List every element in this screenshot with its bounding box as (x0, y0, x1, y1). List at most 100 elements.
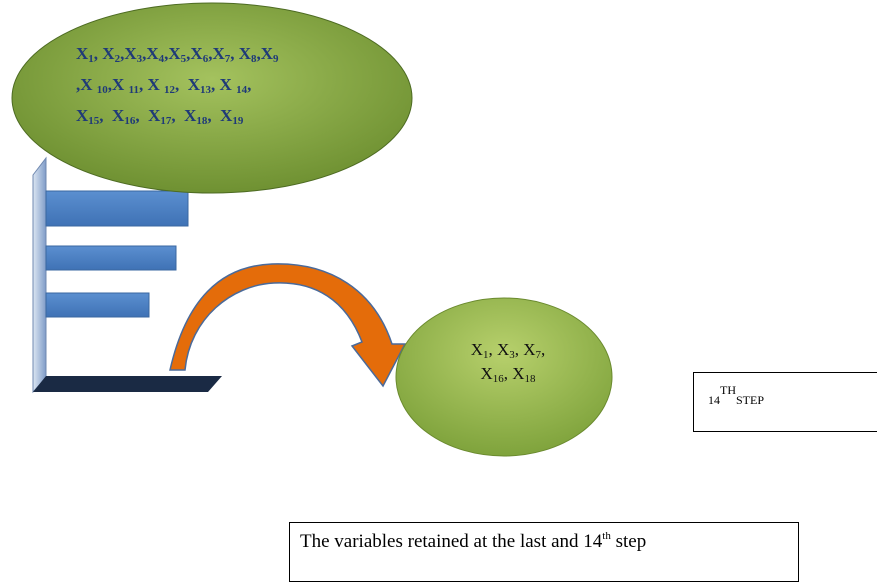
variable-separator: , (120, 44, 125, 63)
variable-separator: , (230, 44, 239, 63)
variable-separator: , (175, 75, 188, 94)
all-variables-prefix: , (76, 75, 81, 94)
chart-base (33, 376, 222, 392)
variable-base: X (496, 340, 510, 359)
all-variables-variable: X1, (76, 44, 102, 65)
all-variables-variable: X2, (102, 44, 125, 65)
variable-base: X (260, 44, 274, 63)
variable-base: X (147, 75, 164, 94)
variable-subscript: 8 (251, 53, 257, 65)
variable-base: X (187, 75, 201, 94)
retained-variables-variable: X18 (512, 364, 536, 385)
step-box: 14THSTEP (693, 372, 877, 432)
variable-subscript: 4 (158, 53, 165, 65)
variable-separator: , (171, 106, 185, 125)
all-variables-variable: X 11, (112, 75, 148, 96)
variable-separator: , (503, 364, 513, 383)
step-superscript: TH (720, 383, 736, 397)
all-variables-variable: X8, (239, 44, 261, 65)
variable-base: X (112, 106, 125, 125)
variable-separator: , (142, 44, 147, 63)
variable-subscript: 1 (482, 349, 489, 361)
all-variables-variable: X17, (148, 106, 185, 127)
variable-base: X (76, 44, 89, 63)
variable-base: X (190, 44, 203, 63)
caption-box: The variables retained at the last and 1… (289, 522, 799, 582)
variable-separator: , (488, 340, 497, 359)
variable-subscript: 7 (224, 53, 231, 65)
all-variables-text: X1, X2,X3,X4,X5,X6,X7, X8,X9 ,X 10,X 11,… (76, 38, 366, 131)
retained-variables-variable: X3, (496, 340, 524, 361)
all-variables-ellipse (11, 2, 413, 194)
step-number: 14 (708, 393, 720, 407)
variable-subscript: 2 (114, 53, 121, 65)
all-variables-variable: X9 (260, 44, 279, 65)
variable-base: X (220, 106, 233, 125)
variable-separator: , (211, 75, 220, 94)
all-variables-variable: X18, (184, 106, 221, 127)
variable-separator: , (186, 44, 191, 63)
variable-separator: , (514, 340, 524, 359)
variable-subscript: 12 (164, 84, 175, 96)
variable-separator: , (107, 75, 113, 94)
variable-subscript: 15 (88, 115, 100, 127)
bar-3 (45, 292, 150, 318)
curved-arrow (169, 263, 407, 388)
all-variables-line-3: X15, X16, X17, X18, X19 (76, 100, 366, 131)
caption-text: The variables retained at the last and 1… (300, 529, 646, 555)
variable-base: X (102, 44, 115, 63)
all-variables-variable: X 10, (80, 75, 113, 96)
chart-wall (32, 156, 47, 394)
all-variables-variable: X5, (168, 44, 191, 65)
variable-subscript: 14 (236, 84, 248, 96)
variable-subscript: 18 (196, 115, 208, 127)
variable-subscript: 17 (160, 115, 172, 127)
retained-variables-variable: X1, (470, 340, 497, 361)
caption-before: The variables retained at the last and 1… (300, 531, 603, 552)
all-variables-variable: X19 (220, 106, 244, 127)
bar-1 (45, 190, 189, 227)
caption-superscript: th (602, 530, 611, 542)
all-variables-variable: X 12, (147, 75, 188, 96)
variable-base: X (470, 340, 483, 359)
variable-base: X (184, 106, 197, 125)
variable-subscript: 5 (180, 53, 187, 65)
variable-base: X (512, 364, 525, 383)
variable-subscript: 16 (124, 115, 136, 127)
variable-subscript: 10 (96, 84, 108, 96)
variable-base: X (146, 44, 159, 63)
variable-base: X (112, 75, 129, 94)
variable-base: X (76, 106, 89, 125)
all-variables-variable: X13, (187, 75, 220, 96)
variable-separator: , (256, 44, 261, 63)
variable-separator: , (208, 44, 213, 63)
variable-separator: , (207, 106, 221, 125)
variable-subscript: 19 (232, 115, 244, 127)
variable-separator: , (135, 106, 149, 125)
retained-variables-variable: X7, (523, 340, 546, 361)
retained-variables-line-2: X16, X18 (418, 362, 598, 386)
variable-separator: , (247, 75, 252, 94)
variable-separator: , (541, 340, 546, 359)
all-variables-line-2: ,X 10,X 11, X 12, X13, X 14, (76, 69, 366, 100)
variable-base: X (480, 364, 493, 383)
variable-base: X (168, 44, 181, 63)
variable-subscript: 3 (509, 349, 515, 361)
all-variables-variable: X 14, (219, 75, 252, 96)
variable-base: X (219, 75, 237, 94)
all-variables-variable: X16, (112, 106, 149, 127)
variable-subscript: 6 (202, 53, 209, 65)
variable-base: X (212, 44, 225, 63)
variable-subscript: 18 (524, 373, 536, 385)
variable-separator: , (138, 75, 148, 94)
bar-2 (45, 245, 177, 271)
variable-base: X (80, 75, 97, 94)
variable-base: X (523, 340, 536, 359)
step-word: STEP (736, 393, 765, 407)
variable-subscript: 13 (200, 84, 212, 96)
variable-subscript: 16 (492, 373, 504, 385)
variable-subscript: 11 (128, 84, 139, 96)
variable-subscript: 9 (273, 53, 279, 65)
all-variables-variable: X15, (76, 106, 112, 127)
